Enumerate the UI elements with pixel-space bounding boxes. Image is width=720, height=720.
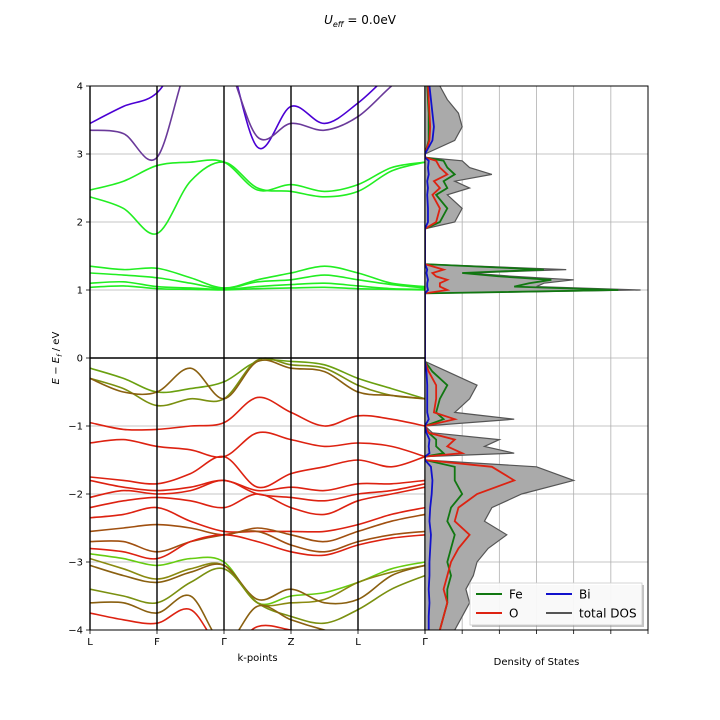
band-line bbox=[90, 358, 425, 400]
band-line bbox=[90, 486, 425, 516]
y-tick-label: 1 bbox=[77, 286, 83, 297]
dos-line-fe bbox=[425, 86, 619, 630]
y-tick-label: 2 bbox=[77, 218, 83, 229]
y-tick-label: 0 bbox=[77, 354, 83, 365]
band-line bbox=[90, 265, 425, 289]
band-line bbox=[90, 280, 425, 291]
band-line bbox=[90, 563, 425, 605]
band-line bbox=[90, 161, 425, 235]
dos-x-axis-label: Density of States bbox=[494, 657, 580, 668]
band-line bbox=[90, 513, 425, 543]
legend-label: Bi bbox=[579, 588, 591, 602]
kpoint-label: L bbox=[87, 637, 93, 648]
y-tick-label: −4 bbox=[68, 626, 83, 637]
band-structure-panel: −4 −3 −2 −1 0 1 2 3 4 L F Γ Z L Γ k-points E − Ef / e… bbox=[51, 82, 428, 665]
band-y-ticks: −4 −3 −2 −1 0 1 2 3 4 bbox=[68, 82, 90, 637]
legend-box bbox=[469, 582, 643, 626]
dos-legend: Fe O Bi total DOS bbox=[469, 582, 644, 627]
band-x-axis-label: k-points bbox=[237, 653, 277, 664]
kpoint-label: Z bbox=[288, 637, 295, 648]
figure-title: Ueff = 0.0eV bbox=[324, 13, 397, 29]
y-tick-label: 3 bbox=[77, 150, 83, 161]
y-tick-label: 4 bbox=[77, 82, 83, 93]
band-line bbox=[90, 567, 425, 625]
band-line bbox=[90, 86, 393, 161]
y-tick-label: −1 bbox=[68, 422, 83, 433]
band-y-axis-label: E − Ef / eV bbox=[51, 332, 64, 385]
y-tick-label: −2 bbox=[68, 490, 83, 501]
kpoint-label: F bbox=[154, 637, 160, 648]
band-line bbox=[90, 272, 425, 290]
band-line bbox=[90, 431, 425, 458]
band-line bbox=[90, 608, 296, 630]
legend-label: total DOS bbox=[579, 607, 637, 621]
band-line bbox=[90, 159, 425, 193]
kpoint-label: Γ bbox=[221, 637, 227, 648]
band-line bbox=[90, 455, 425, 489]
band-line bbox=[90, 594, 328, 630]
dos-series bbox=[425, 86, 641, 630]
dos-line-total-dos bbox=[425, 86, 641, 630]
dos-x-ticks bbox=[424, 630, 649, 634]
band-line bbox=[90, 533, 425, 560]
band-lines bbox=[90, 86, 425, 630]
band-line bbox=[90, 396, 425, 431]
dos-line-o bbox=[425, 86, 517, 630]
legend-label: O bbox=[509, 607, 518, 621]
band-line bbox=[90, 530, 425, 553]
legend-label: Fe bbox=[509, 588, 523, 602]
band-line bbox=[90, 553, 425, 606]
band-line bbox=[90, 479, 425, 492]
dos-line-bi bbox=[425, 86, 435, 630]
band-line bbox=[90, 86, 379, 150]
y-tick-label: −3 bbox=[68, 558, 83, 569]
band-line bbox=[90, 359, 425, 400]
band-line bbox=[90, 285, 425, 291]
dos-panel: Density of States Fe O Bi total DOS bbox=[424, 85, 649, 668]
kpoint-label: Γ bbox=[422, 637, 428, 648]
band-line bbox=[90, 357, 425, 407]
kpoint-label: L bbox=[355, 637, 361, 648]
